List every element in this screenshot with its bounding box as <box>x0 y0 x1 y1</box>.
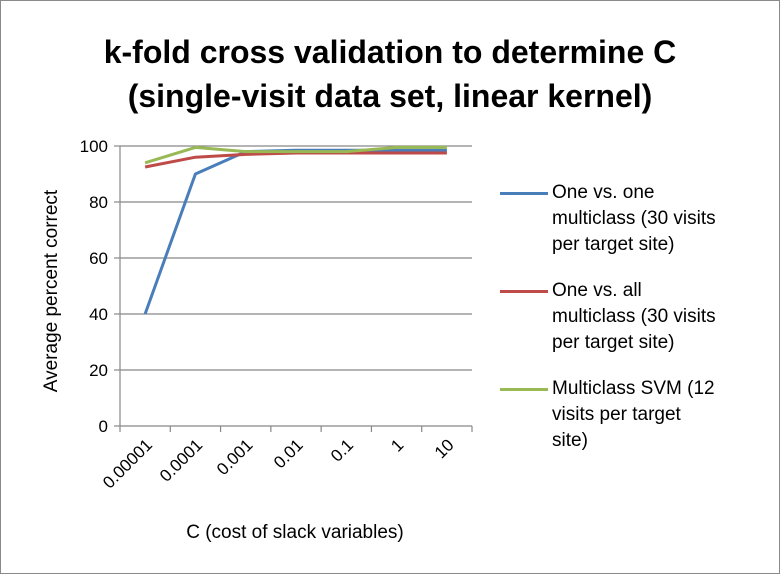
y-tick-label: 60 <box>89 249 108 268</box>
axes <box>114 145 473 432</box>
y-tick-label: 0 <box>99 417 108 436</box>
legend: One vs. one multiclass (30 visits per ta… <box>500 180 770 474</box>
x-tick-label: 1 <box>387 435 407 455</box>
x-tick-label: 0.00001 <box>99 435 156 492</box>
series-line-3 <box>144 145 447 165</box>
y-tick-labels: 0 20 40 60 80 100 <box>80 137 108 436</box>
series-line-1 <box>143 148 447 315</box>
y-axis-label: Average percent correct <box>41 189 62 392</box>
y-tick-label: 80 <box>89 193 108 212</box>
legend-swatch <box>500 290 548 293</box>
chart-title-line-2: (single-visit data set, linear kernel) <box>127 78 653 114</box>
x-tick-label: 0.1 <box>327 435 357 465</box>
chart-title-line-1: k-fold cross validation to determine C <box>103 34 677 70</box>
legend-label: One vs. all multiclass (30 visits per ta… <box>552 280 716 353</box>
y-tick-label: 100 <box>80 137 108 156</box>
legend-item-3: Multiclass SVM (12 visits per target sit… <box>500 376 770 454</box>
x-tick-label: 10 <box>431 435 458 462</box>
y-tick-label: 20 <box>89 361 108 380</box>
series-lines <box>143 145 447 315</box>
legend-label: One vs. one multiclass (30 visits per ta… <box>552 182 716 255</box>
x-axis-label: C (cost of slack variables) <box>186 522 404 543</box>
legend-label: Multiclass SVM (12 visits per target sit… <box>552 378 715 451</box>
legend-swatch <box>500 388 548 391</box>
series-line-2 <box>144 151 447 169</box>
x-tick-label: 0.001 <box>213 435 257 479</box>
x-tick-labels: 0.00001 0.0001 0.001 0.01 0.1 1 10 <box>99 435 458 492</box>
legend-item-1: One vs. one multiclass (30 visits per ta… <box>500 180 770 258</box>
y-tick-label: 40 <box>89 305 108 324</box>
x-tick-label: 0.0001 <box>156 435 206 485</box>
gridlines <box>120 145 472 371</box>
legend-item-2: One vs. all multiclass (30 visits per ta… <box>500 278 770 356</box>
chart-title: k-fold cross validation to determine C (… <box>0 30 780 118</box>
legend-swatch <box>500 192 548 195</box>
x-tick-label: 0.01 <box>270 435 307 472</box>
